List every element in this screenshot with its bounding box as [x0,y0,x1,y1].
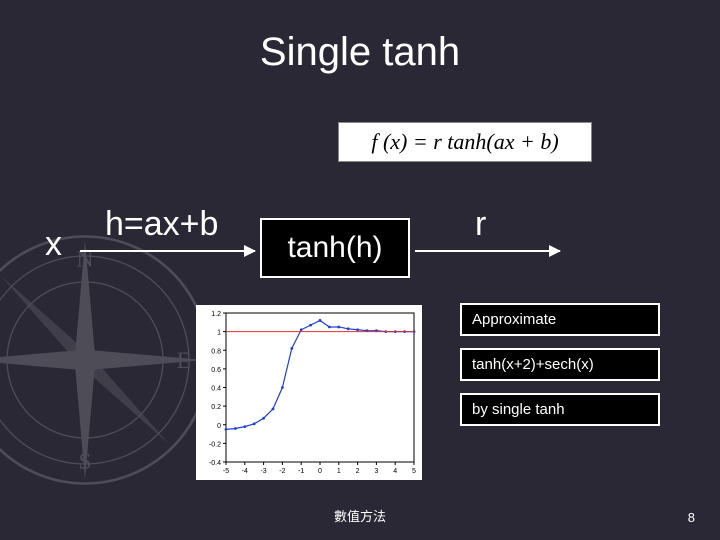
compass-decoration: N E S W [0,230,215,490]
svg-text:S: S [78,449,91,475]
svg-text:0.8: 0.8 [211,348,221,355]
svg-text:-3: -3 [260,468,266,475]
tanh-node: tanh(h) [260,218,410,278]
svg-text:3: 3 [374,468,378,475]
page-number: 8 [688,510,695,525]
svg-text:0: 0 [217,423,221,430]
svg-text:5: 5 [412,468,416,475]
flow-edge-h: h=ax+b [105,205,218,244]
note-line-1: Approximate [460,303,660,336]
svg-text:0: 0 [318,468,322,475]
svg-text:0.4: 0.4 [211,386,221,393]
svg-text:1: 1 [217,330,221,337]
tanh-chart: -0.4 -0.2 0 0.2 0.4 0.6 0.8 1 1.2 -5 -4 -3 -2 -1 0 1 2 3 4… [196,305,422,480]
equation-box: f (x) = r tanh(ax + b) [338,122,592,162]
footer-text: 數值方法 [0,506,720,525]
svg-text:1: 1 [337,468,341,475]
svg-text:4: 4 [393,468,397,475]
svg-text:E: E [177,348,191,374]
flow-input-x: x [45,225,62,264]
svg-text:-0.4: -0.4 [209,460,221,467]
arrow-2 [415,250,560,252]
svg-text:-4: -4 [242,468,248,475]
note-line-2: tanh(x+2)+sech(x) [460,348,660,381]
note-line-3: by single tanh [460,393,660,426]
svg-text:0.6: 0.6 [211,367,221,374]
arrow-1 [80,250,255,252]
svg-text:-0.2: -0.2 [209,441,221,448]
svg-text:2: 2 [356,468,360,475]
equation-text: f (x) = r tanh(ax + b) [371,129,558,155]
svg-text:0.2: 0.2 [211,404,221,411]
slide-title: Single tanh [0,30,720,75]
svg-text:-5: -5 [223,468,229,475]
svg-text:-2: -2 [279,468,285,475]
svg-text:1.2: 1.2 [211,311,221,318]
flow-edge-r: r [475,205,486,244]
svg-text:-1: -1 [298,468,304,475]
